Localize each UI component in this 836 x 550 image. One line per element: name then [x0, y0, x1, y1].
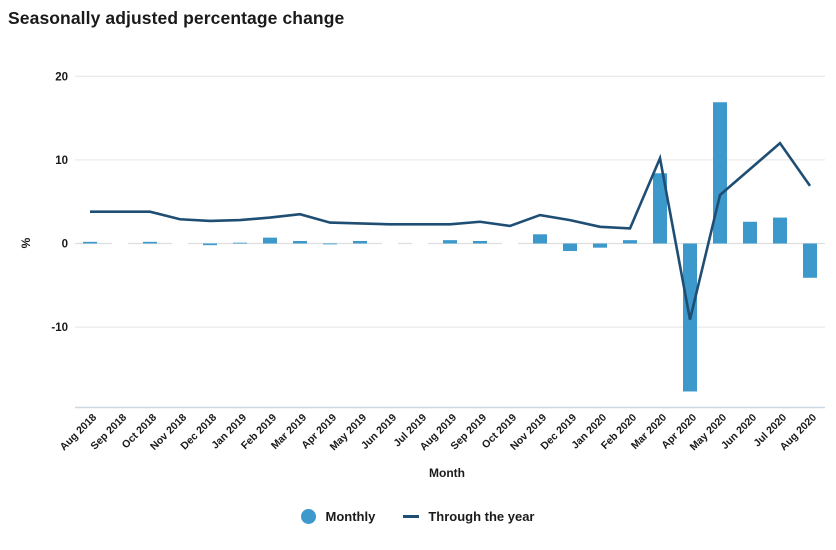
bar-mark[interactable] [293, 240, 307, 244]
bar-mark[interactable] [773, 217, 787, 244]
y-tick-label: 10 [55, 155, 68, 167]
bar-mark[interactable] [83, 241, 97, 244]
bar-mark[interactable] [443, 240, 457, 244]
bar-mark[interactable] [233, 242, 247, 244]
bar-mark[interactable] [323, 243, 337, 245]
circle-swatch-icon [301, 508, 317, 524]
x-axis-title: Month [429, 466, 465, 480]
bar-mark[interactable] [713, 102, 727, 244]
bar-mark[interactable] [143, 241, 157, 244]
bar-mark[interactable] [623, 240, 637, 244]
legend-item-monthly[interactable]: Monthly [301, 508, 376, 524]
bar-mark[interactable] [533, 234, 547, 244]
legend-label: Monthly [325, 508, 376, 524]
y-tick-label: 20 [55, 71, 68, 83]
zero-bar-gap [172, 241, 188, 246]
legend: Monthly Through the year [0, 502, 836, 530]
zero-bar-gap [502, 241, 518, 246]
y-axis-title: % [19, 237, 33, 248]
zero-bar-gap [382, 241, 398, 246]
legend-label: Through the year [428, 508, 535, 524]
legend-item-through-the-year[interactable]: Through the year [403, 508, 535, 524]
line-swatch-icon [403, 514, 420, 518]
trend-line[interactable] [90, 141, 812, 320]
y-tick-label: 0 [62, 239, 68, 251]
chart-title: Seasonally adjusted percentage change [8, 8, 345, 28]
zero-bar-gap [412, 241, 428, 246]
bar-mark[interactable] [353, 240, 367, 244]
bar-mark[interactable] [803, 243, 817, 278]
zero-bar-gap [112, 241, 128, 246]
bar-mark[interactable] [473, 240, 487, 244]
bar-mark[interactable] [593, 243, 607, 248]
y-tick-label: -10 [51, 322, 68, 334]
bar-mark[interactable] [263, 237, 277, 244]
bar-mark[interactable] [203, 243, 217, 246]
bar-mark[interactable] [563, 243, 577, 252]
bar-mark[interactable] [653, 173, 667, 244]
bar-mark[interactable] [743, 221, 757, 244]
